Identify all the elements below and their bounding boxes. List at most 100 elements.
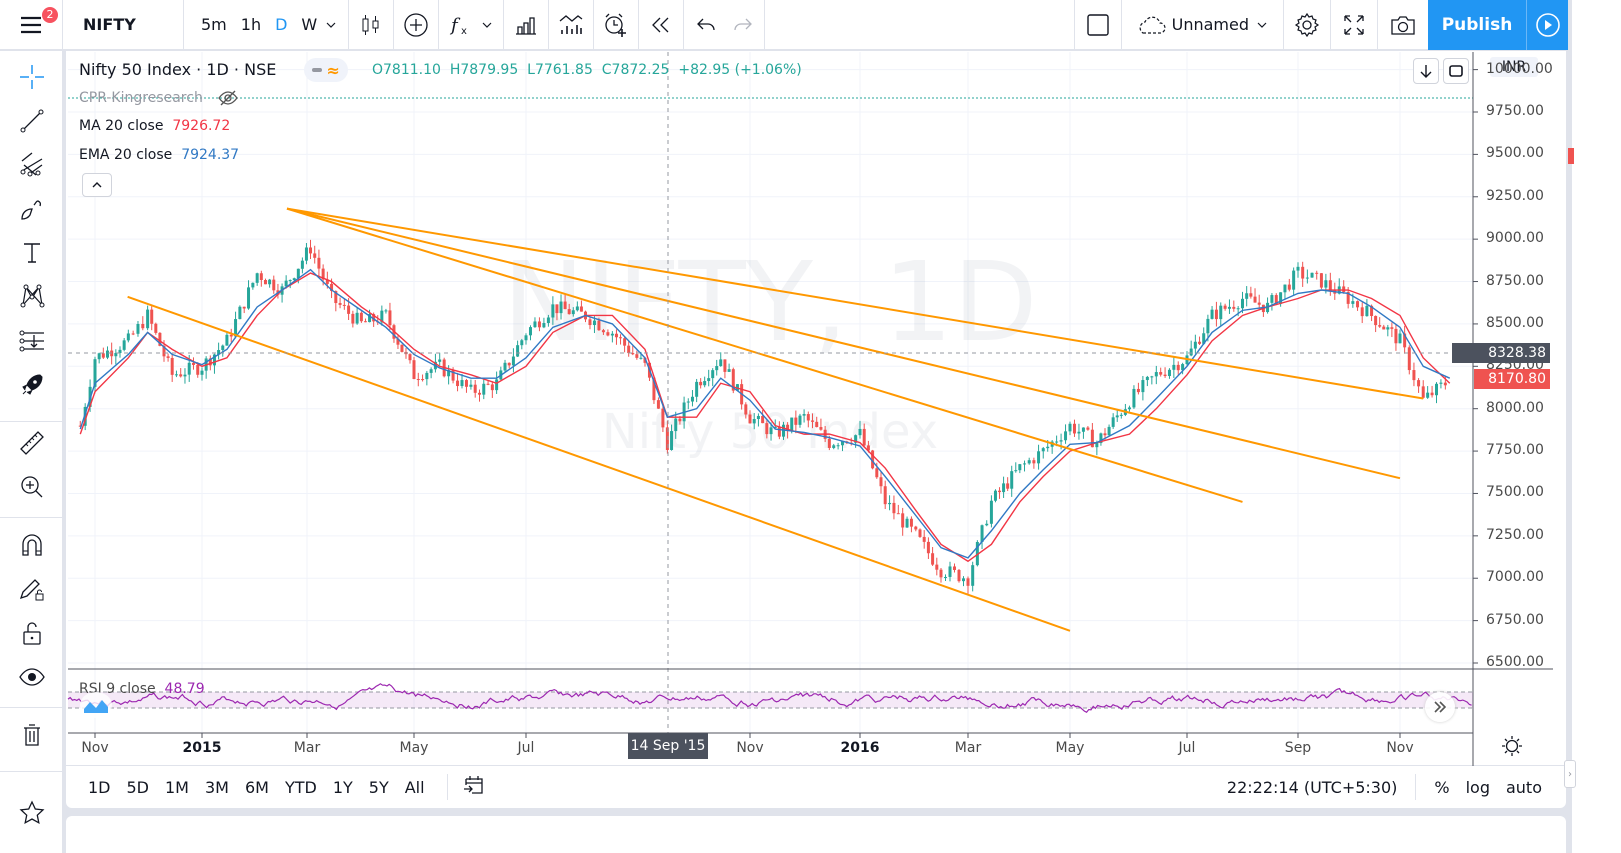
hide-drawings-button[interactable] bbox=[16, 661, 48, 693]
scroll-to-realtime-button[interactable] bbox=[1413, 58, 1439, 84]
icons-tool[interactable] bbox=[16, 369, 48, 401]
percent-scale-toggle[interactable]: % bbox=[1434, 777, 1450, 797]
scroll-right-button[interactable] bbox=[1425, 692, 1455, 722]
expand-right-panel-button[interactable]: › bbox=[1564, 760, 1576, 788]
templates-button[interactable] bbox=[549, 0, 593, 50]
chevron-down-icon[interactable] bbox=[324, 20, 338, 30]
indicator-ma[interactable]: MA 20 close 7926.72 bbox=[79, 118, 230, 134]
interval-w[interactable]: W bbox=[301, 15, 318, 34]
time-tick: Sep bbox=[1284, 740, 1312, 756]
market-status-icon bbox=[312, 68, 323, 72]
range-1m[interactable]: 1M bbox=[165, 777, 189, 797]
time-tick: 2015 bbox=[182, 740, 222, 756]
price-tick: 7750.00 bbox=[1486, 442, 1544, 459]
time-tick: Nov bbox=[736, 740, 764, 756]
range-1y[interactable]: 1Y bbox=[332, 777, 353, 797]
zoom-in-tool[interactable] bbox=[16, 471, 48, 503]
symbol-search-button[interactable]: NIFTY bbox=[83, 15, 136, 34]
indicator-templates-icon bbox=[559, 14, 583, 34]
time-tick: May bbox=[399, 740, 429, 756]
legend-status-pill[interactable]: ≈ bbox=[304, 58, 348, 82]
bottom-toolbar: 1D 5D 1M 3M 6M YTD 1Y 5Y All 22:22:14 (U… bbox=[66, 766, 1566, 808]
close-value: C7872.25 bbox=[601, 62, 670, 78]
measure-tool[interactable] bbox=[16, 427, 48, 459]
clock-timezone[interactable]: 22:22:14 (UTC+5:30) bbox=[1226, 777, 1398, 797]
pitchfork-icon bbox=[20, 152, 43, 177]
brush-tool[interactable] bbox=[16, 193, 48, 225]
crosshair-tool[interactable] bbox=[16, 61, 48, 93]
collapse-legend-button[interactable] bbox=[82, 173, 112, 197]
price-tick: 9500.00 bbox=[1486, 145, 1544, 162]
range-5y[interactable]: 5Y bbox=[368, 777, 389, 797]
magnet-icon bbox=[22, 534, 42, 556]
replay-play-button[interactable] bbox=[1526, 0, 1568, 50]
settings-button[interactable] bbox=[1284, 0, 1330, 50]
text-tool[interactable] bbox=[16, 237, 48, 269]
trend-lines[interactable] bbox=[127, 207, 1424, 632]
interval-5m[interactable]: 5m bbox=[201, 15, 227, 34]
financials-button[interactable] bbox=[504, 0, 548, 50]
maximize-pane-button[interactable] bbox=[1443, 58, 1469, 84]
price-tick: 6500.00 bbox=[1486, 654, 1544, 670]
trash-icon bbox=[24, 724, 40, 746]
maximize-icon bbox=[1449, 65, 1463, 77]
range-ytd[interactable]: YTD bbox=[284, 777, 317, 797]
price-tick: 10000.00 bbox=[1486, 60, 1553, 77]
lock-drawings-pencil-button[interactable] bbox=[16, 573, 48, 605]
snapshot-button[interactable] bbox=[1378, 0, 1428, 50]
change-value: +82.95 (+1.06%) bbox=[678, 62, 802, 78]
interval-d[interactable]: D bbox=[275, 15, 288, 34]
magnet-mode-button[interactable] bbox=[16, 529, 48, 561]
alert-button[interactable] bbox=[594, 0, 638, 50]
rewind-icon bbox=[652, 17, 669, 32]
time-tick: Nov bbox=[1386, 740, 1414, 756]
layout-button[interactable] bbox=[1075, 0, 1121, 50]
currency-label[interactable]: INR bbox=[1490, 57, 1538, 77]
range-all[interactable]: All bbox=[404, 777, 425, 797]
replay-button[interactable] bbox=[639, 0, 683, 50]
redo-button[interactable] bbox=[728, 0, 758, 50]
trend-line-tool[interactable] bbox=[16, 105, 48, 137]
long-position-icon bbox=[19, 330, 44, 352]
lock-all-drawings-button[interactable] bbox=[16, 617, 48, 649]
range-5d[interactable]: 5D bbox=[126, 777, 150, 797]
chart-settings-button[interactable] bbox=[1500, 734, 1524, 762]
fullscreen-button[interactable] bbox=[1331, 0, 1377, 50]
ema20-line bbox=[79, 268, 1451, 559]
remove-drawings-button[interactable] bbox=[16, 719, 48, 751]
publish-button[interactable]: Publish bbox=[1428, 0, 1526, 50]
camera-icon bbox=[1391, 15, 1415, 35]
indicator-cpr[interactable]: CPR-Kingresearch bbox=[79, 89, 239, 107]
add-alert-plus-button[interactable] bbox=[1452, 343, 1474, 363]
main-menu-button[interactable]: 2 bbox=[0, 0, 62, 50]
interval-1h[interactable]: 1h bbox=[240, 15, 262, 34]
cloud-icon bbox=[1139, 16, 1166, 34]
undo-button[interactable] bbox=[684, 0, 728, 50]
price-tick: 9750.00 bbox=[1486, 103, 1544, 119]
auto-scale-toggle[interactable]: auto bbox=[1505, 777, 1542, 797]
pitchfork-tool[interactable] bbox=[16, 149, 48, 181]
play-circle-icon bbox=[1535, 12, 1560, 37]
goto-date-button[interactable] bbox=[462, 773, 486, 801]
chart-pane[interactable] bbox=[66, 51, 1566, 765]
time-tick: Mar bbox=[293, 740, 321, 756]
hidden-eye-icon[interactable] bbox=[217, 89, 239, 107]
prediction-tool[interactable] bbox=[16, 325, 48, 357]
range-3m[interactable]: 3M bbox=[204, 777, 229, 797]
xabcd-pattern-icon bbox=[20, 284, 45, 308]
compare-button[interactable] bbox=[394, 0, 438, 50]
pattern-tool[interactable] bbox=[16, 281, 48, 313]
open-value: O7811.10 bbox=[372, 62, 441, 78]
indicator-ema[interactable]: EMA 20 close 7924.37 bbox=[79, 147, 239, 163]
range-6m[interactable]: 6M bbox=[244, 777, 269, 797]
notification-badge: 2 bbox=[42, 6, 58, 23]
pencil-lock-icon bbox=[19, 579, 44, 601]
ma20-line bbox=[79, 272, 1451, 563]
range-1d[interactable]: 1D bbox=[88, 777, 111, 797]
save-layout-button[interactable]: Unnamed bbox=[1122, 0, 1283, 50]
favorites-button[interactable] bbox=[16, 797, 48, 829]
chart-type-button[interactable] bbox=[349, 0, 393, 50]
log-scale-toggle[interactable]: log bbox=[1465, 777, 1490, 797]
